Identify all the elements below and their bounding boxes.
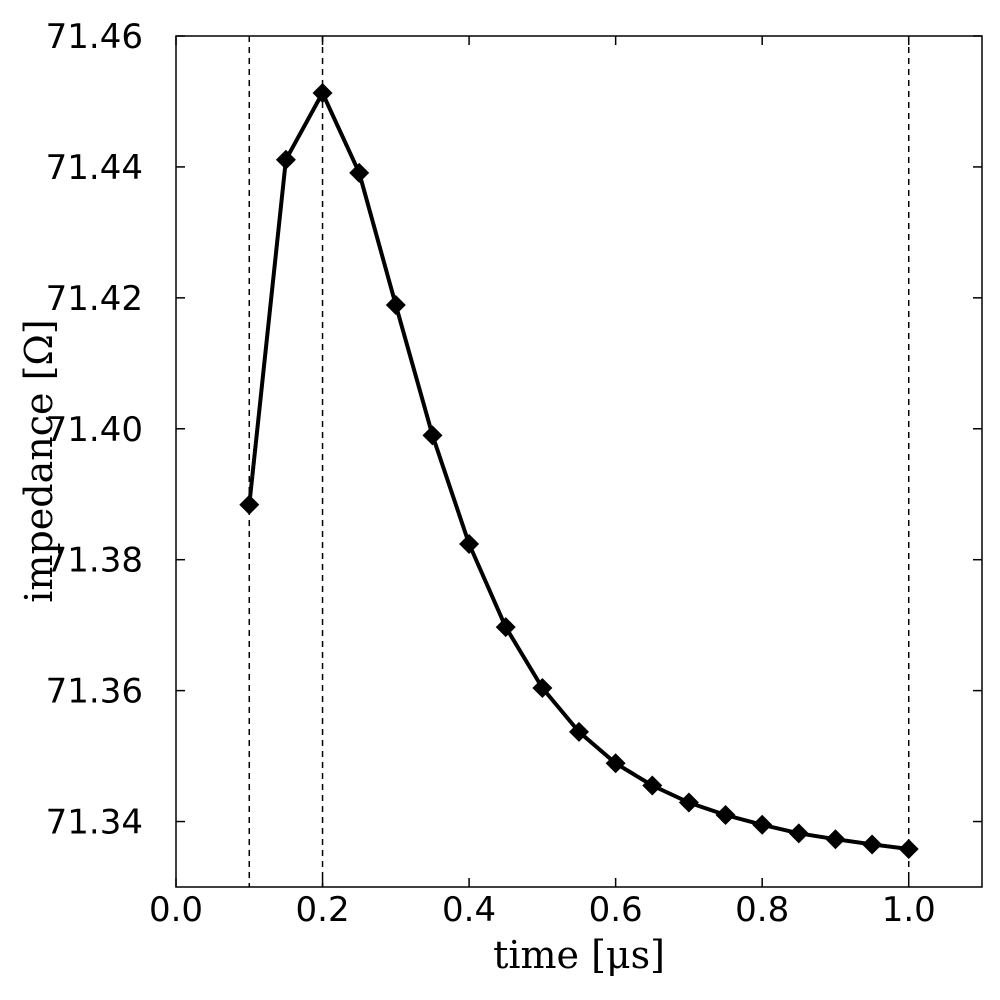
data-point-marker [862, 834, 883, 855]
reference-lines [248, 36, 910, 887]
data-point-marker [422, 425, 443, 446]
data-point-marker [385, 295, 406, 316]
x-tick-label: 0.0 [149, 890, 203, 930]
plot-background [176, 36, 982, 887]
data-point-marker [678, 792, 699, 813]
y-tick-label: 71.44 [46, 148, 143, 188]
y-tick-label: 71.34 [46, 803, 143, 843]
data-point-marker [239, 494, 260, 515]
data-point-marker [495, 617, 516, 638]
data-point-marker [459, 533, 480, 554]
data-point-marker [605, 753, 626, 774]
x-tick-label: 1.0 [882, 890, 936, 930]
axis-ticks: 0.0 0.2 0.4 0.6 0.8 1.0 71.34 71.36 71.38 71.40 71… [46, 17, 982, 930]
data-point-marker [275, 149, 296, 170]
data-point-marker [532, 677, 553, 698]
y-tick-label: 71.40 [46, 410, 143, 450]
x-tick-label: 0.8 [735, 890, 789, 930]
data-point-marker [825, 829, 846, 850]
data-point-marker [569, 721, 589, 742]
y-tick-label: 71.42 [46, 279, 143, 319]
data-point-marker [898, 839, 919, 860]
y-axis-label: impedance [Ω] [17, 319, 61, 602]
plot-frame [175, 35, 983, 888]
x-tick-label: 0.4 [442, 890, 496, 930]
data-point-marker [312, 82, 333, 103]
y-tick-label: 71.38 [46, 541, 143, 581]
data-point-marker [349, 162, 370, 183]
x-tick-label: 0.6 [589, 890, 643, 930]
data-point-marker [715, 804, 736, 825]
y-tick-label: 71.36 [46, 672, 143, 712]
data-point-marker [642, 775, 663, 796]
data-point-marker [752, 814, 773, 835]
y-tick-label: 71.46 [46, 17, 143, 57]
x-axis-label: time [μs] [493, 933, 665, 977]
x-tick-label: 0.2 [296, 890, 350, 930]
data-point-marker [788, 823, 809, 844]
data-series [239, 82, 919, 860]
